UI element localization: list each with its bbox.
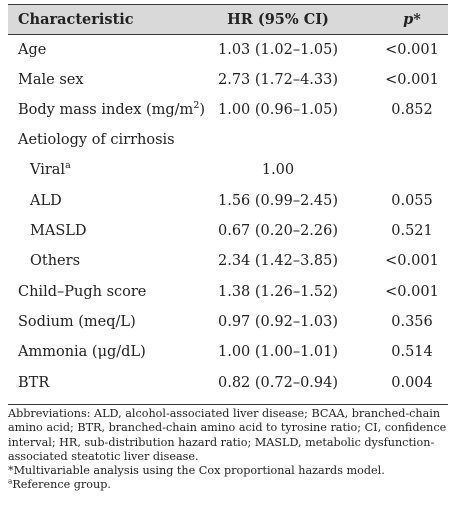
table-row: MASLD 0.67 (0.20–2.26) 0.521 [8, 223, 448, 253]
row-p: <0.001 [385, 72, 439, 88]
row-p: <0.001 [385, 42, 439, 58]
row-hr: 1.00 (0.96–1.05) [217, 102, 339, 118]
table-row: Age 1.03 (1.02–1.05) <0.001 [8, 42, 448, 72]
table-row: BTR 0.82 (0.72–0.94) 0.004 [8, 375, 448, 405]
row-p: 0.004 [391, 375, 433, 391]
table-row: Male sex 2.73 (1.72–4.33) <0.001 [8, 72, 448, 102]
row-hr: 1.00 [261, 162, 295, 178]
footnote-abbreviations: Abbreviations: ALD, alcohol-associated l… [8, 407, 447, 463]
row-label: Others [30, 253, 81, 269]
row-label-group: Virala [30, 160, 71, 178]
table-row: Child–Pugh score 1.38 (1.26–1.52) <0.001 [8, 284, 448, 314]
table-row: Body mass index (mg/m2) 1.00 (0.96–1.05)… [8, 100, 448, 132]
row-label-group: Body mass index (mg/m2) [18, 100, 205, 118]
table-header: Characteristic HR (95% CI) p* [8, 4, 448, 35]
row-label: Child–Pugh score [18, 284, 147, 300]
row-p: <0.001 [385, 253, 439, 269]
row-p: 0.356 [391, 314, 433, 330]
row-hr: 2.34 (1.42–3.85) [217, 253, 339, 269]
row-hr: 0.67 (0.20–2.26) [217, 223, 339, 239]
table-row: Virala 1.00 [8, 160, 448, 192]
row-label-suffix: ) [199, 102, 205, 118]
header-characteristic: Characteristic [18, 11, 134, 28]
row-hr: 2.73 (1.72–4.33) [217, 72, 339, 88]
row-label: Body mass index (mg/m [18, 102, 194, 118]
row-label: Sodium (meq/L) [18, 314, 136, 330]
row-hr: 0.97 (0.92–1.03) [217, 314, 339, 330]
table-row: Ammonia (μg/dL) 1.00 (1.00–1.01) 0.514 [8, 344, 448, 374]
table-row: Sodium (meq/L) 0.97 (0.92–1.03) 0.356 [8, 314, 448, 344]
row-p: <0.001 [385, 284, 439, 300]
row-p: 0.055 [391, 193, 433, 209]
row-label: Age [18, 42, 47, 58]
table-bottom-rule [8, 404, 448, 405]
footnote-reference-text: Reference group. [12, 478, 111, 492]
row-label: BTR [18, 375, 50, 391]
footnote-multivariable: *Multivariable analysis using the Cox pr… [8, 464, 385, 478]
row-p: 0.852 [391, 102, 433, 118]
table-row: ALD 1.56 (0.99–2.45) 0.055 [8, 193, 448, 223]
row-label-superscript: 2 [193, 100, 200, 112]
table-row-section: Aetiology of cirrhosis [8, 132, 448, 162]
table-row: Others 2.34 (1.42–3.85) <0.001 [8, 253, 448, 283]
row-hr: 0.82 (0.72–0.94) [217, 375, 339, 391]
row-label: Male sex [18, 72, 84, 88]
row-label: Viral [30, 162, 66, 178]
row-p: 0.514 [391, 344, 433, 360]
table-footnotes: Abbreviations: ALD, alcohol-associated l… [8, 407, 448, 493]
row-label-superscript: a [65, 160, 71, 172]
row-hr: 1.03 (1.02–1.05) [217, 42, 339, 58]
row-p: 0.521 [391, 223, 433, 239]
row-label: Ammonia (μg/dL) [18, 344, 146, 360]
row-hr: 1.00 (1.00–1.01) [217, 344, 339, 360]
header-p-value: p* [403, 11, 421, 28]
footnote-reference-marker: a [8, 476, 13, 486]
footnote-reference: aReference group. [8, 478, 448, 492]
row-label: MASLD [30, 223, 87, 239]
row-label: Aetiology of cirrhosis [18, 132, 175, 148]
row-label: ALD [30, 193, 62, 209]
row-hr: 1.38 (1.26–1.52) [217, 284, 339, 300]
header-hr: HR (95% CI) [227, 11, 329, 28]
row-hr: 1.56 (0.99–2.45) [217, 193, 339, 209]
